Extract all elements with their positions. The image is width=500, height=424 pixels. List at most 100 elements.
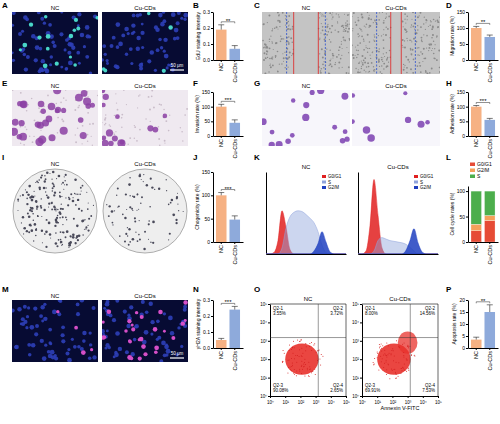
tick-label: 0 [462,133,465,139]
subplot-title: NC [302,164,311,170]
pore [105,123,106,124]
histogram-chart: G0/G1SG2/M [358,173,439,255]
tick: NC [218,348,224,359]
nucleus [161,341,166,346]
tick-label: 0.1 [203,329,210,335]
cell [378,51,380,53]
cell [106,129,113,136]
nucleus [47,350,51,354]
pore [87,112,89,114]
cell [364,40,365,41]
colony [125,233,127,235]
nucleus [80,33,84,37]
nucleus [176,21,180,25]
cell [289,24,290,25]
cell-dot [377,357,378,358]
cell [321,48,323,50]
gate-line [362,337,438,338]
cell [346,72,348,74]
tick: 10⁵ [260,302,270,307]
colony [93,205,94,206]
colony [36,181,38,183]
colony [60,239,62,241]
cell-dot [391,354,392,355]
x-axis-line [214,242,244,243]
x-axis-line [214,348,244,349]
wound-edge-start [415,12,416,74]
colony [49,173,50,174]
cell [378,59,380,61]
cell [385,18,386,19]
y-axis-line [468,301,469,349]
nucleus [83,45,86,48]
edu-nucleus [37,35,41,39]
tick-mark [211,219,213,220]
tick-label: 10⁴ [260,320,267,325]
tick-mark [476,348,477,350]
image-background [12,168,98,254]
cell [81,90,88,97]
cell [403,64,404,65]
cell [103,94,109,100]
pore [87,134,89,136]
cell-dot [389,353,390,354]
cell [120,140,125,145]
cell-dot [304,375,305,376]
cell [269,38,271,40]
y-axis-line [213,93,214,137]
cell [405,117,411,123]
nucleus [85,25,90,30]
colony [166,190,167,191]
nucleus [150,333,153,336]
cell [102,90,105,93]
tick-mark [360,359,362,360]
nucleus [102,329,105,334]
panel-label: N [193,285,199,294]
cell [320,70,321,71]
x-axis: 10⁰10¹10²10³10⁴10⁵ [267,396,350,405]
cell [322,57,324,59]
cell-dot [406,359,407,360]
cell [403,26,404,27]
y-axis [358,173,359,255]
tick: NC [473,242,479,253]
y-axis-title: Migration rate (%) [449,16,455,56]
nucleus [27,343,31,347]
cell [326,12,327,13]
colony [134,217,136,219]
cell [357,54,359,56]
cell-dot [407,345,408,346]
cell-dot [297,355,298,356]
tick: 10 [459,321,468,327]
cell [264,52,266,54]
tick-mark [211,12,213,13]
cell [352,119,355,124]
foci-nucleus [74,326,78,330]
colony [86,192,87,193]
cell-dot [386,369,387,370]
cell-dot [380,349,381,350]
cell [271,58,273,60]
colony [44,180,46,182]
cell [373,66,374,67]
cell [319,39,320,40]
tick-label: Cu-CDs [232,63,238,83]
cell-dot [292,365,293,366]
pore [63,97,65,99]
colony [38,187,40,189]
colony [41,174,43,176]
tick: Cu-CDs [232,136,238,159]
cell [426,48,427,49]
nucleus [133,338,137,342]
pore [61,119,63,121]
tick: 10⁵ [352,302,362,307]
cell [417,25,418,26]
colony [43,209,45,211]
cell [341,41,342,42]
tick: 10³ [313,396,320,405]
nucleus [171,12,176,17]
colony [72,236,75,239]
cell [418,47,419,48]
y-axis-line [213,173,214,243]
nucleus [65,67,68,70]
